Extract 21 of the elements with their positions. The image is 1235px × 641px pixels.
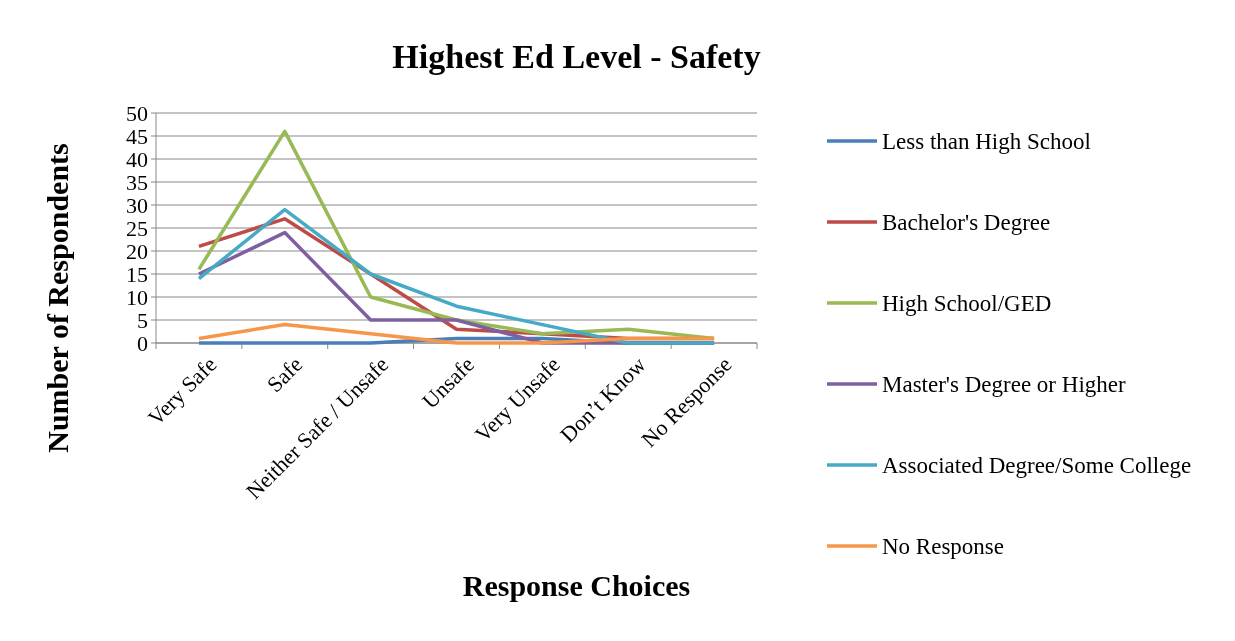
y-tick-label: 35 — [126, 169, 148, 195]
line-series — [197, 322, 716, 345]
y-tick-label: 45 — [126, 123, 148, 149]
legend-label: Less than High School — [882, 129, 1091, 155]
legend-label: No Response — [882, 534, 1005, 560]
y-tick-label: 30 — [126, 192, 148, 218]
y-tick-label: 25 — [126, 215, 148, 241]
y-tick-label: 15 — [126, 261, 148, 287]
legend-label: High School/GED — [882, 291, 1052, 317]
y-tick-label: 10 — [126, 284, 148, 310]
legend-label: Bachelor's Degree — [882, 210, 1051, 236]
y-tick-label: 40 — [126, 146, 148, 172]
legend-label: Master's Degree or Higher — [882, 372, 1126, 398]
y-tick-label: 20 — [126, 238, 148, 264]
x-tick-label: Safe — [261, 351, 308, 398]
y-tick-label: 50 — [126, 100, 148, 126]
x-axis-title: Response Choices — [462, 569, 691, 602]
chart-title: Highest Ed Level - Safety — [392, 38, 761, 75]
y-axis-title: Number of Respondents — [41, 143, 74, 453]
legend-label: Associated Degree/Some College — [882, 453, 1192, 479]
y-tick-label: 5 — [137, 307, 148, 333]
